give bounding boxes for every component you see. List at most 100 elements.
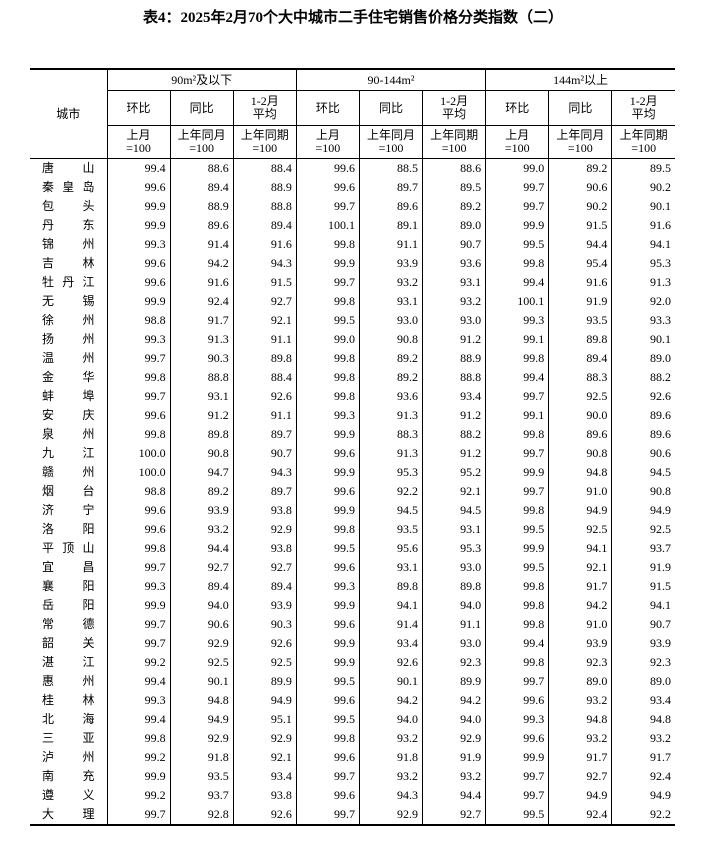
- index-value: 93.3: [611, 311, 675, 330]
- city-name: 锦州: [30, 235, 108, 254]
- index-value: 99.6: [295, 158, 360, 178]
- index-value: 94.1: [611, 235, 675, 254]
- data-row: 大理 99.7 92.8 92.6 99.7 92.9 92.7 99.5 92.4 92.2: [30, 805, 675, 826]
- city-name: 烟台: [30, 482, 108, 501]
- index-value: 94.4: [422, 786, 487, 805]
- city-name: 惠州: [30, 672, 108, 691]
- index-value: 99.6: [295, 558, 360, 577]
- index-value: 99.9: [295, 634, 360, 653]
- data-row: 安庆 99.6 91.2 91.1 99.3 91.3 91.2 99.1 90.0 89.6: [30, 406, 675, 425]
- index-value: 92.7: [422, 805, 487, 826]
- index-value: 91.7: [548, 748, 613, 767]
- index-value: 99.9: [106, 292, 171, 311]
- index-value: 99.9: [295, 463, 360, 482]
- index-value: 89.2: [422, 197, 487, 216]
- index-value: 99.7: [106, 805, 171, 826]
- index-value: 95.1: [232, 710, 297, 729]
- index-value: 99.6: [106, 406, 171, 425]
- index-value: 92.9: [232, 520, 297, 539]
- data-row: 韶关 99.7 92.9 92.6 99.9 93.4 93.0 99.4 93.9 93.9: [30, 634, 675, 653]
- index-value: 94.3: [358, 786, 424, 805]
- index-value: 89.2: [548, 158, 613, 178]
- index-value: 99.8: [485, 425, 550, 444]
- index-value: 89.7: [232, 425, 297, 444]
- city-name: 赣州: [30, 463, 108, 482]
- index-value: 99.8: [295, 349, 360, 368]
- index-value: 93.5: [548, 311, 613, 330]
- index-value: 99.9: [485, 463, 550, 482]
- data-row: 扬州 99.3 91.3 91.1 99.0 90.8 91.2 99.1 89.8 90.1: [30, 330, 675, 349]
- index-value: 99.8: [106, 368, 171, 387]
- index-value: 91.1: [232, 406, 297, 425]
- index-value: 92.7: [232, 558, 297, 577]
- index-value: 91.6: [232, 235, 297, 254]
- index-value: 94.0: [422, 710, 487, 729]
- index-value: 89.9: [232, 672, 297, 691]
- index-value: 90.1: [358, 672, 424, 691]
- index-value: 92.6: [358, 653, 424, 672]
- data-row: 湛江 99.2 92.5 92.5 99.9 92.6 92.3 99.8 92.3 92.3: [30, 653, 675, 672]
- index-value: 89.2: [169, 482, 234, 501]
- data-row: 包头 99.9 88.9 88.8 99.7 89.6 89.2 99.7 90.2 90.1: [30, 197, 675, 216]
- index-value: 93.1: [169, 387, 234, 406]
- index-value: 99.6: [106, 520, 171, 539]
- index-value: 92.6: [611, 387, 675, 406]
- data-row: 遵义 99.2 93.7 93.8 99.6 94.3 94.4 99.7 94.9 94.9: [30, 786, 675, 805]
- index-value: 95.3: [422, 539, 487, 558]
- base-header: 上月 =100: [485, 125, 550, 159]
- data-row: 北海 99.4 94.9 95.1 99.5 94.0 94.0 99.3 94.8 94.8: [30, 710, 675, 729]
- index-value: 93.6: [358, 387, 424, 406]
- city-name: 泸州: [30, 748, 108, 767]
- index-value: 90.8: [611, 482, 675, 501]
- index-value: 91.5: [232, 273, 297, 292]
- index-value: 88.9: [169, 197, 234, 216]
- index-value: 93.0: [422, 558, 487, 577]
- index-value: 89.4: [169, 178, 234, 197]
- data-row: 宜昌 99.7 92.7 92.7 99.6 93.1 93.0 99.5 92.1 91.9: [30, 558, 675, 577]
- index-value: 94.9: [548, 501, 613, 520]
- index-value: 99.7: [485, 786, 550, 805]
- index-value: 99.6: [106, 273, 171, 292]
- index-value: 99.6: [485, 729, 550, 748]
- index-value: 92.1: [232, 748, 297, 767]
- index-value: 99.3: [106, 330, 171, 349]
- index-value: 91.1: [358, 235, 424, 254]
- base-header: 上年同期 =100: [611, 125, 675, 159]
- index-value: 92.7: [232, 292, 297, 311]
- index-value: 92.2: [611, 805, 675, 826]
- index-value: 90.7: [232, 444, 297, 463]
- index-value: 91.3: [358, 406, 424, 425]
- index-value: 91.2: [422, 330, 487, 349]
- index-value: 89.7: [232, 482, 297, 501]
- index-value: 93.9: [169, 501, 234, 520]
- index-value: 93.7: [169, 786, 234, 805]
- city-name: 包头: [30, 197, 108, 216]
- index-value: 99.3: [295, 577, 360, 596]
- index-value: 89.1: [358, 216, 424, 235]
- index-value: 99.9: [295, 596, 360, 615]
- index-value: 91.6: [611, 216, 675, 235]
- index-value: 99.9: [295, 425, 360, 444]
- city-name: 宜昌: [30, 558, 108, 577]
- index-value: 90.0: [548, 406, 613, 425]
- sub-header: 同比: [358, 90, 424, 126]
- index-value: 94.4: [548, 235, 613, 254]
- index-value: 99.7: [295, 273, 360, 292]
- data-row: 蚌埠 99.7 93.1 92.6 99.8 93.6 93.4 99.7 92.5 92.6: [30, 387, 675, 406]
- index-value: 94.2: [422, 691, 487, 710]
- index-value: 88.2: [422, 425, 487, 444]
- index-value: 99.8: [106, 729, 171, 748]
- index-value: 99.7: [295, 767, 360, 786]
- index-value: 94.0: [358, 710, 424, 729]
- index-value: 93.4: [422, 387, 487, 406]
- sub-header: 1-2月 平均: [232, 90, 297, 126]
- index-value: 91.5: [611, 577, 675, 596]
- index-value: 92.3: [548, 653, 613, 672]
- index-value: 99.4: [485, 273, 550, 292]
- index-value: 99.5: [295, 311, 360, 330]
- index-value: 89.5: [422, 178, 487, 197]
- index-value: 92.6: [232, 805, 297, 826]
- index-value: 94.2: [358, 691, 424, 710]
- index-value: 92.9: [169, 729, 234, 748]
- index-value: 95.2: [422, 463, 487, 482]
